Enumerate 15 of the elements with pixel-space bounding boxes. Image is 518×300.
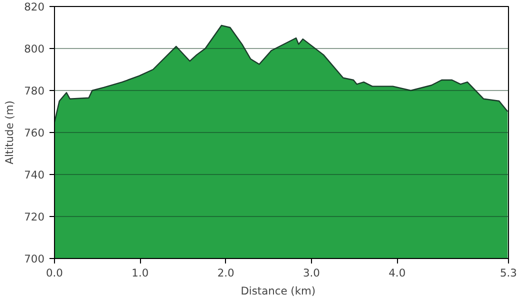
y-tick-label: 760	[24, 126, 45, 140]
y-tick-label: 740	[24, 168, 45, 182]
y-tick-label: 780	[24, 84, 45, 98]
x-tick-label: 0.0	[46, 266, 64, 280]
x-tick-label: 4.0	[388, 266, 406, 280]
y-tick-label: 800	[24, 42, 45, 56]
y-tick-label: 720	[24, 210, 45, 224]
x-tick-label: 2.0	[217, 266, 235, 280]
x-tick-label: 5.3	[500, 266, 517, 280]
x-tick-label: 3.0	[303, 266, 320, 280]
y-axis-title: Altitude (m)	[3, 100, 16, 164]
x-tick-label: 1.0	[132, 266, 149, 280]
y-tick-label: 700	[24, 252, 45, 266]
x-axis-title: Distance (km)	[240, 284, 316, 298]
y-tick-label: 820	[24, 0, 45, 14]
